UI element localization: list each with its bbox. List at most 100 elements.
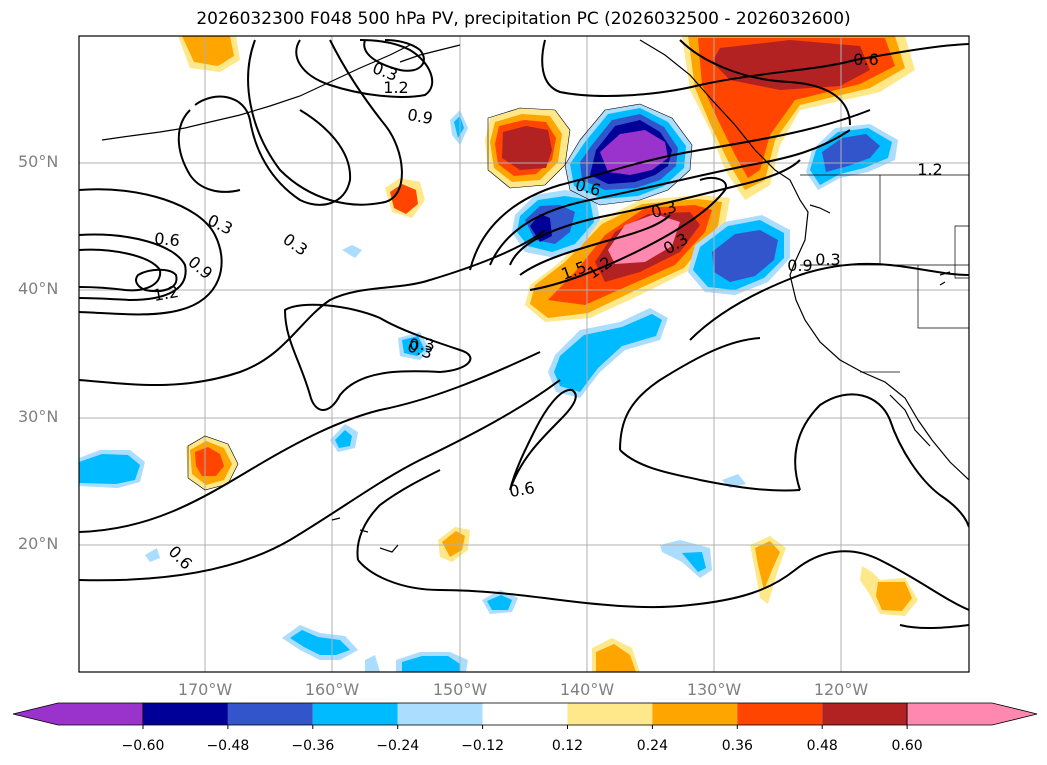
colorbar-tick-label: 0.48 [806, 738, 838, 754]
colorbar-tick-label: 0.24 [636, 738, 668, 754]
map-title: 2026032300 F048 500 hPa PV, precipitatio… [196, 9, 851, 29]
precip-negative-region [454, 116, 464, 138]
colorbar-segment [652, 703, 738, 725]
lon-label: 170°W [177, 680, 233, 699]
political-borders [800, 174, 969, 373]
colorbar-extend-max [906, 702, 1038, 726]
pv-contour [489, 129, 851, 266]
colorbar-tick-label: −0.24 [376, 738, 420, 754]
lon-label: 130°W [686, 680, 742, 699]
colorbar [12, 702, 1038, 729]
pv-contour [509, 388, 577, 491]
lat-label: 30°N [18, 407, 59, 426]
pv-contour [177, 109, 241, 193]
colorbar-tick-label: −0.60 [121, 738, 165, 754]
colorbar-extend-min [12, 702, 144, 726]
precip-negative-region [335, 430, 352, 448]
precip-negative-region [365, 655, 380, 672]
colorbar-segment [737, 703, 823, 725]
colorbar-segment [567, 703, 653, 725]
precip-negative-region [530, 214, 552, 242]
contour-label: 0.6 [154, 229, 181, 250]
precip-positive-region [596, 644, 636, 672]
contour-label: 0.3 [815, 250, 840, 269]
contour-label: 1.2 [383, 78, 408, 97]
precip-positive-region [195, 447, 224, 476]
pv-contour [541, 39, 969, 97]
pv-contour [79, 351, 541, 533]
pv-contour [79, 248, 162, 292]
contour-labels: 0.60.31.20.90.30.6 0.30.91.20.60.30.31.20… [152, 50, 943, 573]
precip-negative-region [487, 595, 512, 610]
pv-contour [363, 39, 425, 72]
precip-positive-region [442, 531, 465, 557]
precip-negative-region [290, 630, 350, 655]
pv-contour [689, 262, 969, 341]
precip-negative-region [682, 552, 706, 572]
pv-contour [357, 550, 969, 611]
colorbar-tick-label: −0.12 [461, 738, 505, 754]
colorbar-segment [482, 703, 568, 725]
lat-label: 20°N [18, 534, 59, 553]
graticule [79, 36, 969, 672]
precip-negative-region [402, 336, 425, 356]
precip-negative-region [554, 314, 662, 392]
lon-label: 140°W [559, 680, 615, 699]
colorbar-segment [312, 703, 398, 725]
precip-outlines [187, 103, 693, 491]
pv-contour [619, 449, 801, 492]
pv-contours [79, 39, 969, 630]
pv-contour [356, 469, 441, 561]
colorbar-segment [143, 703, 228, 725]
contour-label: 0.9 [406, 105, 434, 128]
contour-label: 0.6 [853, 50, 878, 69]
contour-label: 0.3 [409, 335, 434, 354]
colorbar-segment [397, 703, 483, 725]
contour-label: 1.2 [152, 282, 180, 305]
pv-contour [79, 229, 546, 386]
lon-label: 150°W [432, 680, 488, 699]
precipitation-shading [178, 36, 918, 672]
colorbar-tick-label: 0.60 [891, 738, 923, 754]
pv-contour [794, 393, 969, 528]
pv-contour [529, 177, 727, 291]
precip-negative-region [402, 656, 460, 672]
pv-contour [247, 39, 403, 206]
colorbar-frame [142, 702, 908, 726]
contour-label: 0.9 [787, 256, 812, 275]
colorbar-tick-label: −0.48 [206, 738, 250, 754]
precip-negative-region [712, 230, 778, 282]
pv-contour [283, 303, 472, 411]
pv-contour [194, 95, 352, 206]
pv-contour [469, 109, 871, 271]
lon-label: 120°W [813, 680, 869, 699]
map-frame [78, 35, 970, 673]
colorbar-segment [227, 703, 313, 725]
pv-contour [899, 624, 969, 630]
colorbar-tick-label: 0.12 [551, 738, 584, 754]
lat-label: 50°N [18, 152, 59, 171]
precip-positive-region [502, 126, 552, 170]
precip-positive-region [608, 214, 680, 264]
precip-negative-region [79, 454, 140, 484]
pv-contour [79, 379, 561, 582]
lon-label: 160°W [304, 680, 360, 699]
precip-positive-region [182, 36, 234, 66]
colorbar-tick-label: −0.36 [291, 738, 335, 754]
precip-negative-region [600, 130, 668, 175]
colorbar-tick-label: 0.36 [721, 738, 753, 754]
pv-contour [79, 188, 223, 316]
precip-positive-region [876, 582, 912, 611]
pv-contour [619, 337, 761, 451]
lat-label: 40°N [18, 279, 59, 298]
pv-contour [79, 233, 187, 302]
precip-positive-region [755, 541, 780, 590]
contour-label: 1.2 [917, 160, 942, 179]
contour-label: 0.6 [508, 478, 536, 501]
pv-contour [509, 159, 801, 266]
colorbar-segment [822, 703, 908, 725]
pv-contour [295, 39, 434, 98]
precip-negative-region [145, 548, 160, 562]
precip-negative-region [342, 245, 362, 258]
